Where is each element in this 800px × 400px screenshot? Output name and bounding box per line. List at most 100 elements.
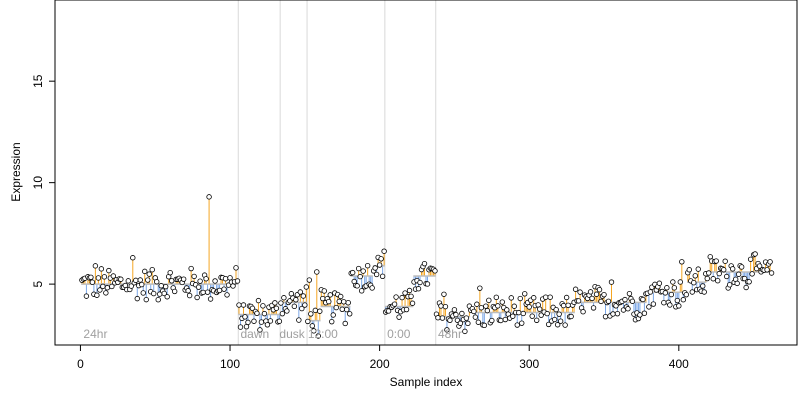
data-point	[511, 303, 517, 309]
data-point	[674, 297, 681, 304]
data-point	[563, 294, 570, 301]
data-point	[701, 289, 707, 295]
data-point	[143, 296, 149, 303]
data-point	[354, 283, 360, 289]
data-point	[695, 266, 701, 272]
data-point	[650, 301, 657, 307]
data-point	[715, 278, 721, 284]
data-point	[608, 279, 615, 285]
data-point	[355, 265, 362, 272]
data-point	[741, 275, 748, 282]
data-point	[125, 278, 132, 284]
data-point	[514, 322, 520, 328]
data-point	[300, 293, 307, 299]
data-point	[692, 273, 698, 279]
data-point	[462, 328, 468, 335]
data-point	[89, 279, 96, 285]
data-point	[308, 311, 314, 317]
data-point	[534, 317, 540, 323]
data-point	[683, 291, 689, 298]
data-point	[188, 265, 194, 272]
data-point	[200, 289, 206, 296]
data-point	[249, 305, 256, 312]
segment-label: 12:00	[308, 327, 338, 341]
data-point	[522, 291, 528, 297]
data-point	[554, 322, 561, 328]
data-point	[306, 277, 313, 283]
data-point	[735, 271, 742, 277]
data-point	[207, 296, 214, 302]
data-point	[463, 315, 470, 321]
data-point	[110, 273, 117, 279]
data-point	[315, 333, 321, 339]
data-point	[255, 297, 262, 304]
data-point	[258, 319, 265, 325]
data-point	[321, 288, 327, 294]
y-axis-label: Expression	[9, 142, 23, 201]
data-point	[553, 306, 559, 313]
data-point	[101, 274, 108, 280]
data-point	[293, 297, 299, 303]
data-point	[264, 322, 271, 328]
data-point	[297, 289, 304, 295]
data-point	[614, 310, 621, 317]
data-point	[625, 306, 631, 312]
data-point	[222, 276, 229, 282]
data-point	[100, 283, 106, 290]
data-point	[551, 316, 558, 323]
data-point	[360, 268, 366, 274]
data-point	[399, 294, 405, 301]
data-point	[590, 305, 597, 311]
data-point	[155, 297, 161, 303]
data-point	[671, 285, 678, 291]
data-point	[676, 303, 682, 309]
data-point	[376, 262, 383, 268]
data-point	[661, 299, 667, 306]
data-point	[95, 275, 102, 281]
data-point	[312, 307, 318, 314]
data-point	[542, 294, 549, 300]
data-point	[260, 303, 266, 309]
data-point	[477, 285, 483, 291]
data-point	[97, 287, 103, 293]
data-point	[257, 327, 263, 333]
data-point	[168, 278, 175, 284]
data-point	[605, 298, 612, 304]
data-point	[768, 270, 775, 276]
data-point	[224, 292, 230, 298]
data-point	[565, 302, 571, 308]
data-point	[743, 284, 749, 291]
data-point	[281, 295, 287, 301]
data-point	[128, 283, 134, 289]
data-point	[381, 248, 387, 254]
data-point	[498, 317, 504, 324]
data-point	[151, 290, 157, 297]
data-point	[680, 297, 687, 303]
data-point	[489, 317, 495, 324]
data-point	[137, 277, 143, 283]
data-point	[338, 293, 344, 300]
data-point	[409, 300, 416, 306]
data-point	[610, 311, 616, 317]
data-point	[726, 282, 733, 288]
data-point	[647, 289, 654, 295]
data-point	[664, 285, 670, 291]
data-point	[373, 271, 380, 278]
data-point	[568, 313, 574, 320]
data-point	[158, 283, 164, 289]
data-point	[339, 306, 345, 312]
data-point	[457, 320, 464, 326]
data-point	[333, 304, 339, 311]
data-point	[720, 267, 727, 273]
data-point	[330, 312, 336, 318]
data-point	[326, 298, 332, 305]
data-point	[602, 313, 609, 320]
data-point	[716, 270, 722, 277]
data-point	[689, 289, 695, 295]
data-point	[646, 304, 652, 310]
data-point	[194, 294, 200, 301]
segment-labels: 24hr dawn dusk 12:00 0:00 48hr	[83, 327, 462, 341]
data-point	[145, 277, 151, 283]
data-point	[510, 313, 516, 319]
